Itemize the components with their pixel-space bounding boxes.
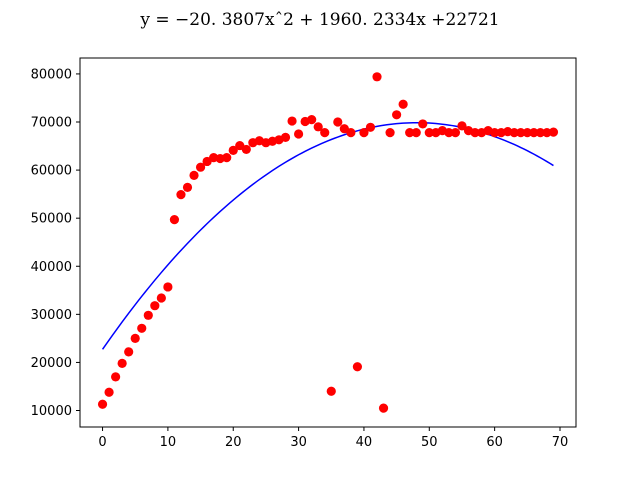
scatter-point (182, 182, 193, 192)
scatter-point (307, 115, 317, 125)
y-tick-label: 30000 (31, 308, 72, 323)
chart-title: y = −20. 3807xˆ2 + 1960. 2334x +22721 (140, 10, 500, 30)
scatter-point (352, 362, 363, 372)
scatter-point (117, 358, 127, 368)
scatter-point (97, 399, 108, 409)
axes-frame (79, 57, 577, 428)
scatter-point (293, 129, 304, 139)
scatter-point (137, 323, 147, 333)
y-tick-label: 50000 (31, 212, 72, 227)
y-tick-label: 60000 (31, 164, 72, 179)
scatter-point (392, 110, 402, 120)
scatter-point (143, 310, 153, 320)
scatter-point (535, 127, 545, 138)
scatter-point (287, 116, 297, 126)
scatter-point (542, 127, 552, 138)
x-tick-label: 70 (552, 435, 569, 450)
scatter-point (398, 99, 408, 109)
scatter-point (320, 127, 330, 138)
scatter-point (176, 190, 186, 200)
x-tick-label: 50 (421, 435, 438, 450)
x-tick-label: 20 (225, 435, 242, 450)
scatter-point (228, 145, 238, 155)
x-tick-label: 40 (356, 435, 373, 450)
y-tick-label: 20000 (31, 356, 72, 371)
plot-area (97, 72, 559, 413)
y-axis: 10000 20000 30000 40000 50000 60000 70000 80000 (31, 67, 80, 419)
scatter-point (222, 152, 232, 163)
scatter-point (378, 403, 389, 413)
scatter-point (111, 372, 121, 382)
x-tick-label: 30 (290, 435, 307, 450)
scatter-point (365, 122, 376, 132)
scatter-point (333, 117, 343, 127)
x-tick-label: 10 (160, 435, 177, 450)
scatter-point (163, 282, 173, 292)
scatter-point (359, 127, 369, 138)
scatter-point (372, 72, 382, 82)
scatter-point (313, 122, 323, 132)
scatter-point (418, 119, 428, 129)
scatter-point (189, 170, 199, 180)
scatter-point (490, 127, 500, 138)
scatter-point (280, 132, 291, 142)
scatter-point (548, 127, 559, 137)
y-tick-label: 10000 (31, 404, 72, 419)
scatter-point (124, 347, 134, 357)
scatter-point (424, 127, 434, 138)
y-tick-label: 40000 (31, 260, 72, 275)
scatter-point (195, 162, 206, 172)
scatter-point (516, 127, 526, 138)
scatter-point (522, 127, 532, 138)
scatter-point (470, 127, 480, 138)
x-tick-label: 60 (486, 435, 503, 450)
scatter-point (150, 301, 160, 311)
scatter-point (457, 121, 467, 131)
x-tick-label: 0 (98, 435, 106, 450)
scatter-point (326, 386, 336, 396)
y-tick-label: 70000 (31, 116, 72, 131)
x-axis: 0 10 20 30 40 50 60 70 (98, 427, 568, 450)
scatter-point (385, 127, 395, 138)
scatter-point (156, 293, 166, 303)
scatter-point (411, 127, 421, 138)
scatter-point (450, 127, 461, 138)
scatter-point (444, 127, 454, 138)
fit-curve-line (101, 121, 554, 350)
y-tick-label: 80000 (31, 67, 72, 82)
scatter-point (529, 127, 539, 138)
scatter-point (169, 215, 180, 225)
scatter-point (346, 127, 356, 138)
scatter-point (130, 333, 140, 343)
scatter-point (241, 144, 251, 155)
scatter-point (405, 127, 415, 138)
scatter-point (104, 387, 114, 397)
scatter-point (509, 127, 519, 138)
